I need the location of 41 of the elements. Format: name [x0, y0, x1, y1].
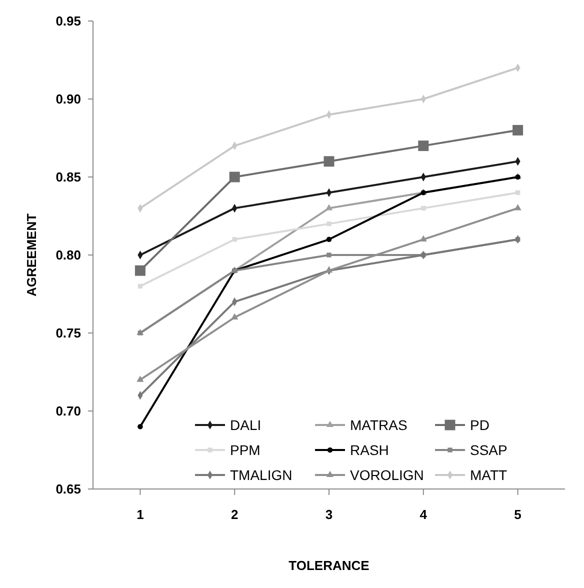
point [136, 376, 144, 382]
legend-label: RASH [350, 442, 389, 458]
y-tick-label: 0.80 [56, 248, 81, 263]
x-tick-label: 1 [136, 507, 144, 522]
point [421, 206, 426, 211]
legend-label: VOROLIGN [350, 466, 424, 483]
x-tick-label: 3 [325, 507, 333, 522]
point [229, 172, 240, 182]
y-tick-label: 0.85 [56, 170, 81, 185]
legend-label: SSAP [470, 442, 508, 458]
point [325, 204, 333, 210]
point [418, 140, 429, 152]
y-tick-label: 0.75 [56, 326, 81, 341]
point [138, 424, 143, 430]
legend-label: PD [470, 416, 490, 433]
legend-label: PPM [230, 442, 260, 458]
x-tick-label: 2 [230, 507, 238, 522]
y-tick-label: 0.70 [56, 404, 81, 419]
point [326, 252, 332, 258]
y-tick-label: 0.95 [56, 14, 81, 29]
legend-label: DALI [230, 416, 262, 433]
y-tick-label: 0.90 [56, 92, 81, 107]
point [134, 265, 146, 276]
legend-label: MATT [470, 466, 508, 483]
y-tick-label: 0.65 [56, 482, 81, 497]
x-tick-label: 4 [420, 507, 428, 522]
x-tick-label: 5 [514, 507, 522, 522]
point [326, 236, 332, 242]
y-axis-title: AGREEMENT [24, 213, 39, 297]
point [512, 124, 524, 136]
point [138, 284, 143, 289]
legend-label: MATRAS [350, 416, 408, 433]
point [231, 313, 238, 320]
point [324, 156, 334, 167]
legend-label: TMALIGN [230, 466, 292, 483]
point [420, 235, 427, 242]
point [232, 237, 237, 242]
point [514, 204, 522, 210]
point [326, 221, 332, 226]
x-axis-title: TOLERANCE [288, 558, 370, 573]
point [515, 190, 520, 195]
